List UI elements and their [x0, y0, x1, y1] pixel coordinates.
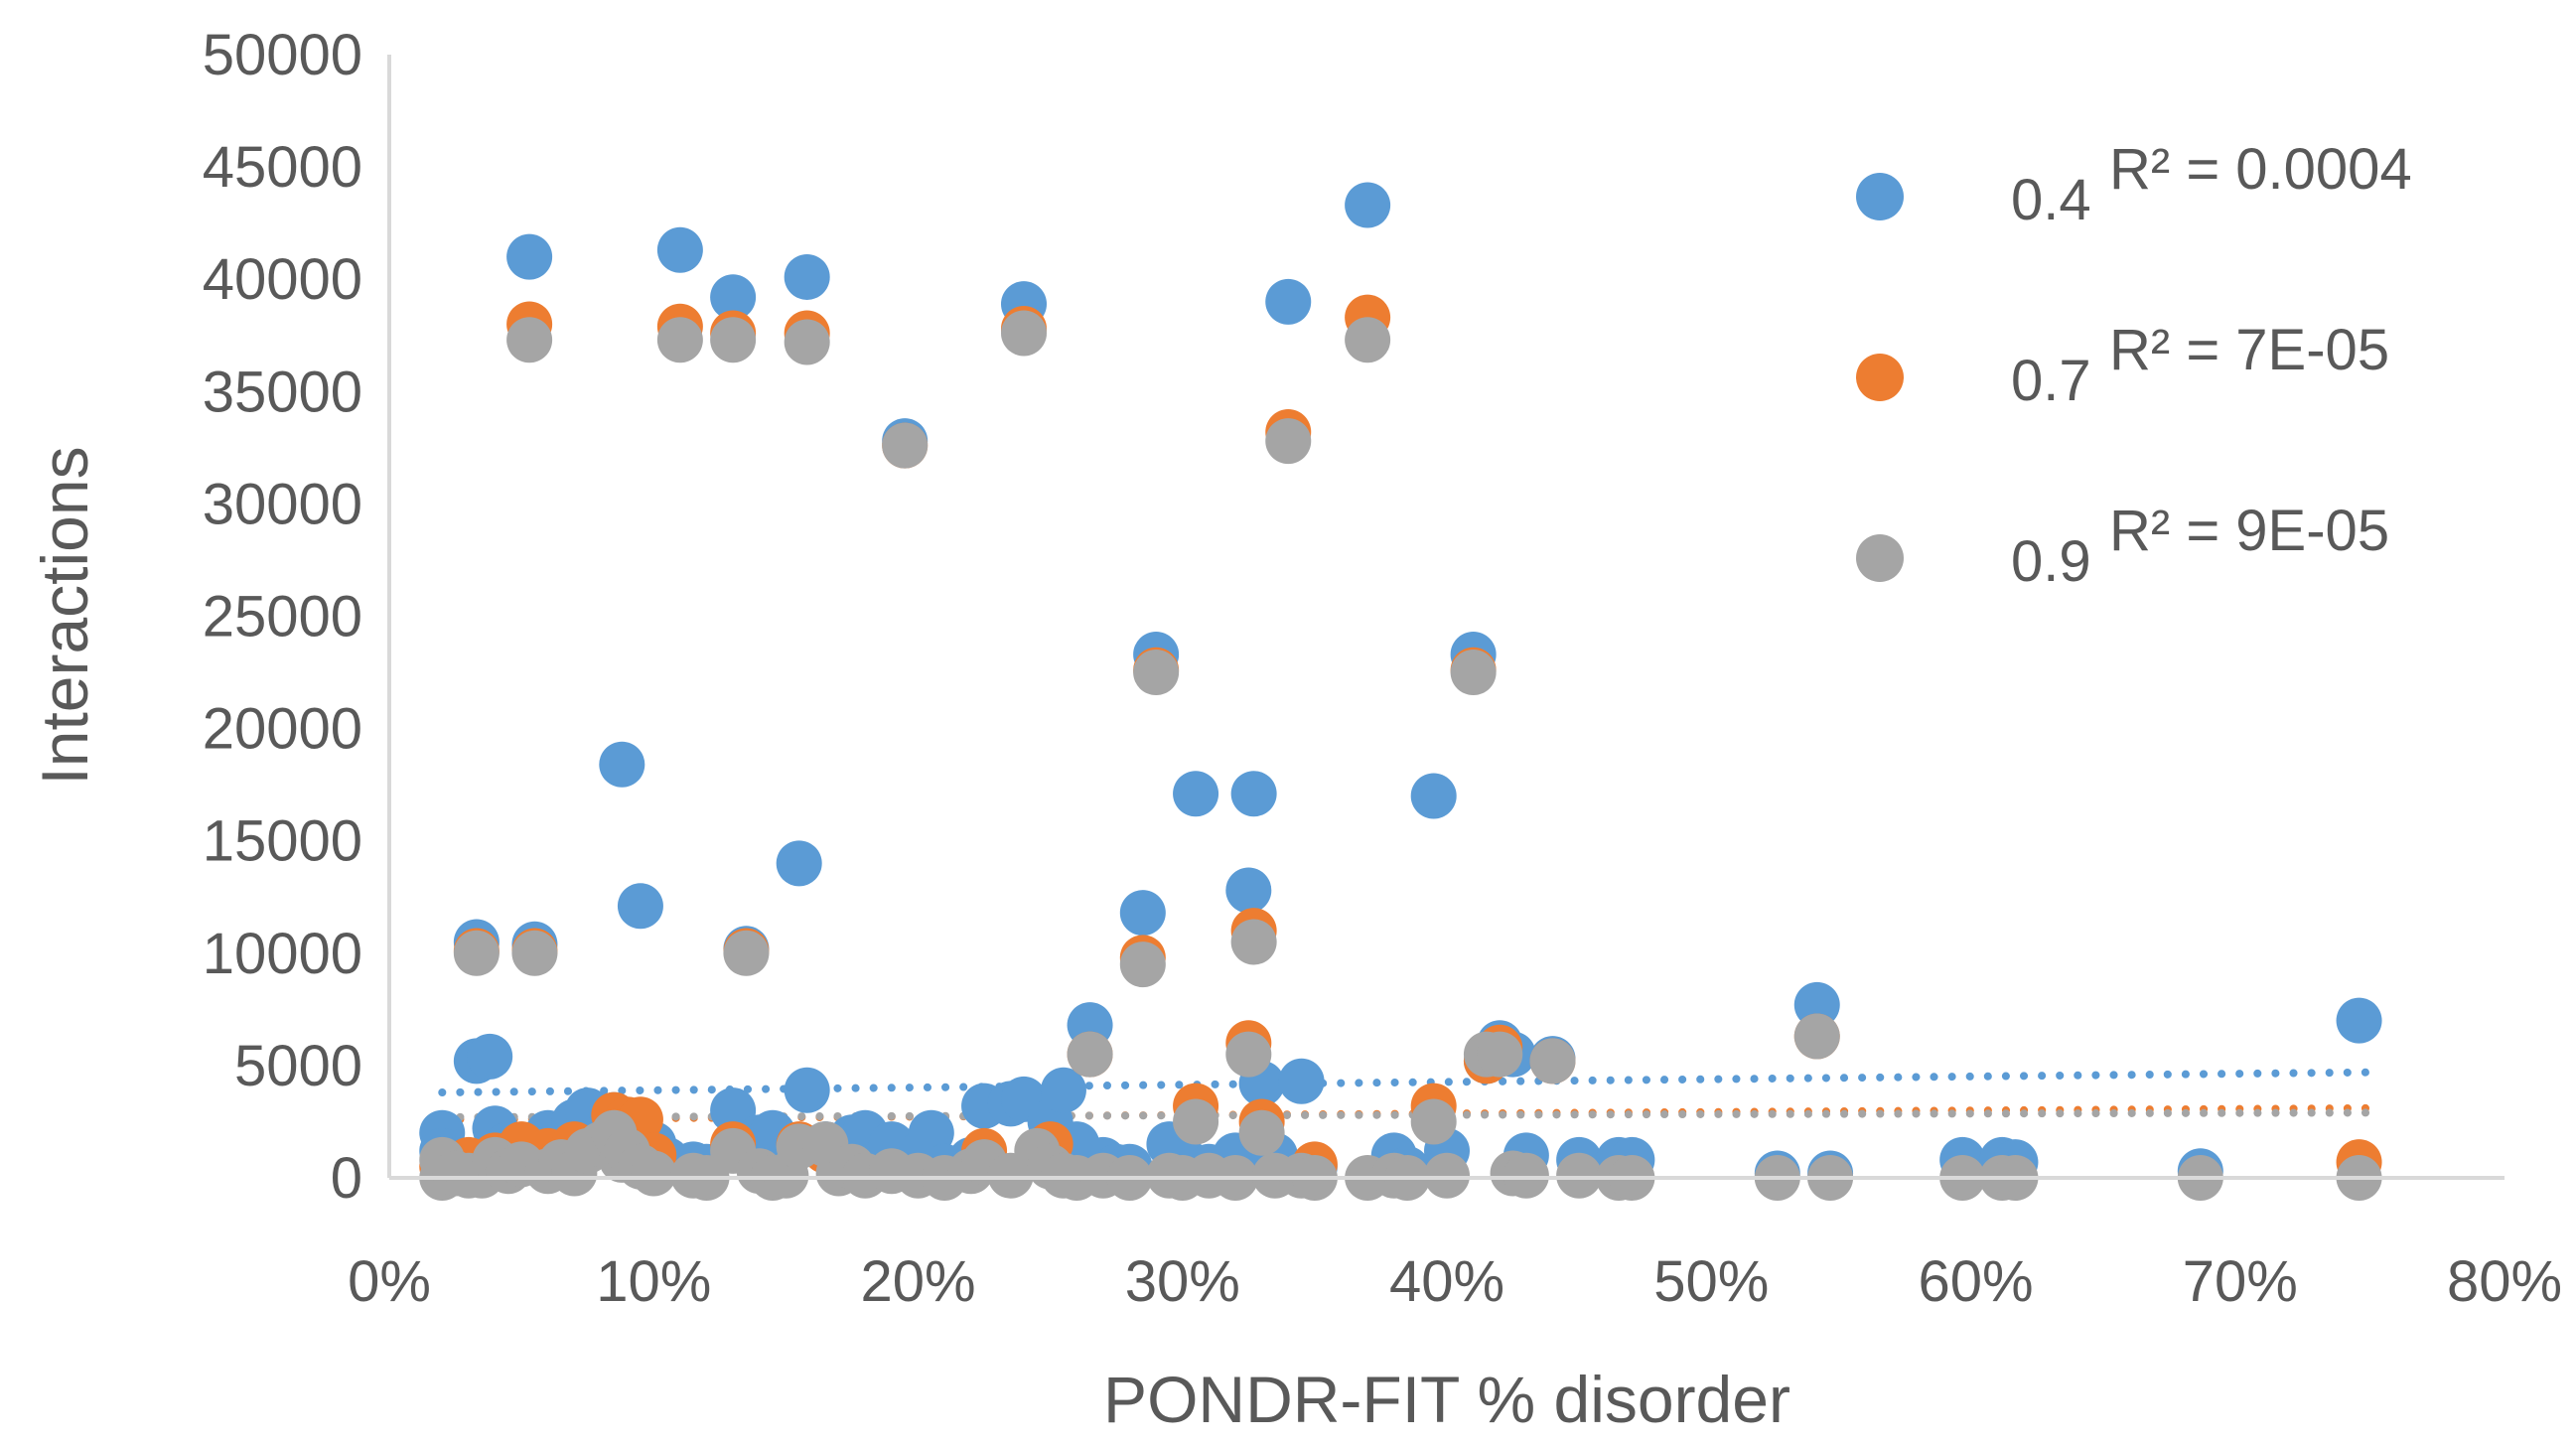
data-point-0-9	[506, 317, 553, 363]
x-tick-label: 60%	[1918, 1249, 2033, 1314]
data-point-0-9	[1225, 1031, 1272, 1078]
x-tick-labels: 0% 10% 20% 30% 40% 50% 60% 70% 80%	[348, 1249, 2562, 1314]
data-point-0-4	[1173, 771, 1219, 817]
x-tick-label: 0%	[348, 1249, 431, 1314]
data-point-0-4	[2336, 997, 2382, 1044]
data-point-0-9	[1410, 1098, 1457, 1145]
x-tick-label: 30%	[1125, 1249, 1240, 1314]
data-point-0-9	[723, 930, 770, 976]
data-point-0-4	[1410, 773, 1457, 819]
x-tick-label: 70%	[2183, 1249, 2298, 1314]
legend-r2-label: R² = 0.0004	[2109, 137, 2412, 202]
y-tick-label: 0	[331, 1146, 362, 1211]
data-point-0-4	[617, 883, 663, 930]
x-axis-title: PONDR-FIT % disorder	[1103, 1363, 1790, 1436]
data-point-0-4	[1278, 1058, 1325, 1104]
y-tick-label: 35000	[203, 360, 362, 424]
data-point-0-9	[1067, 1031, 1113, 1078]
legend-r2-label: R² = 7E-05	[2109, 318, 2389, 382]
x-tick-label: 20%	[860, 1249, 975, 1314]
y-tick-labels: 0 5000 10000 15000 20000 25000 30000 35000 40000…	[203, 23, 362, 1211]
data-point-0-9	[631, 1150, 677, 1197]
y-tick-label: 50000	[203, 23, 362, 87]
data-point-0-9	[1450, 650, 1497, 696]
data-point-0-9	[1173, 1098, 1219, 1145]
data-point-0-4	[1040, 1067, 1086, 1113]
data-point-0-9	[453, 930, 500, 976]
y-tick-label: 45000	[203, 135, 362, 200]
data-point-0-4	[784, 1067, 830, 1113]
data-point-0-9	[656, 317, 703, 363]
data-point-0-4	[1793, 981, 1840, 1028]
data-point-0-9	[511, 930, 558, 976]
legend-label: 0.7	[2011, 349, 2091, 413]
x-tick-label: 50%	[1653, 1249, 1769, 1314]
axes	[387, 55, 2504, 1180]
data-point-0-9	[1793, 1013, 1840, 1060]
data-point-0-4	[599, 741, 645, 788]
data-point-0-9	[1119, 941, 1166, 988]
y-tick-label: 25000	[203, 585, 362, 650]
data-point-0-9	[1230, 919, 1277, 965]
data-point-0-4	[656, 226, 703, 273]
y-tick-label: 20000	[203, 697, 362, 762]
data-point-0-9	[1133, 650, 1180, 696]
data-point-0-9	[1529, 1038, 1576, 1084]
y-tick-label: 15000	[203, 809, 362, 874]
legend-marker	[1856, 354, 1904, 401]
data-point-0-4	[1225, 867, 1272, 914]
data-point-0-9	[1238, 1109, 1285, 1156]
legend-r2-label: R² = 9E-05	[2109, 499, 2389, 563]
data-point-0-9	[1345, 317, 1391, 363]
legend-marker	[1856, 173, 1904, 220]
data-point-0-9	[784, 319, 830, 365]
y-tick-label: 5000	[234, 1034, 362, 1098]
data-point-0-9	[1424, 1152, 1470, 1199]
y-tick-label: 30000	[203, 472, 362, 536]
data-point-0-4	[776, 840, 822, 887]
x-tick-label: 80%	[2447, 1249, 2562, 1314]
data-point-0-4	[506, 233, 553, 280]
data-point-0-9	[1265, 418, 1312, 465]
data-point-0-4	[1119, 890, 1166, 937]
data-point-0-9	[882, 422, 929, 469]
data-points	[419, 182, 2382, 1201]
data-point-0-4	[784, 253, 830, 300]
data-point-0-4	[1265, 278, 1312, 325]
y-tick-label: 10000	[203, 922, 362, 986]
y-tick-label: 40000	[203, 247, 362, 312]
legend-label: 0.4	[2011, 168, 2091, 232]
data-point-0-4	[710, 274, 757, 321]
data-point-0-4	[467, 1033, 513, 1080]
data-point-0-9	[1503, 1152, 1549, 1199]
data-point-0-9	[710, 317, 757, 363]
legend-label: 0.9	[2011, 529, 2091, 594]
data-point-0-9	[1001, 310, 1047, 357]
legend-marker	[1856, 534, 1904, 582]
y-axis-title: Interactions	[28, 446, 101, 785]
legend: 0.4 R² = 0.0004 0.7 R² = 7E-05 0.9 R² = 9E-05	[1856, 137, 2412, 594]
data-point-0-9	[1477, 1031, 1523, 1078]
x-tick-label: 40%	[1389, 1249, 1504, 1314]
trendline-0-4	[438, 1068, 2376, 1097]
data-point-0-4	[1230, 771, 1277, 817]
x-tick-label: 10%	[596, 1249, 711, 1314]
data-point-0-4	[1345, 182, 1391, 228]
data-point-0-9	[1556, 1152, 1603, 1199]
